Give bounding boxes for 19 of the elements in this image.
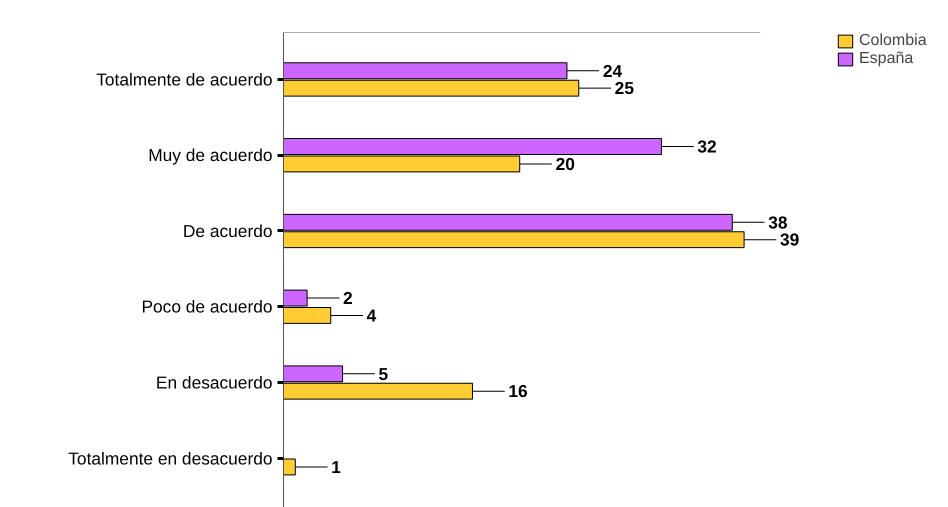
y-tick-label: De acuerdo bbox=[182, 220, 273, 241]
y-tick-label: Totalmente en desacuerdo bbox=[68, 448, 273, 468]
data-label: 32 bbox=[697, 136, 717, 157]
data-label: 39 bbox=[780, 230, 800, 250]
data-label: 38 bbox=[768, 212, 788, 232]
data-label: 24 bbox=[602, 60, 623, 81]
data-label: 1 bbox=[331, 456, 342, 477]
y-tick-label: Muy de acuerdo bbox=[148, 145, 273, 166]
data-label: 5 bbox=[378, 364, 388, 384]
legend-label: Colombia bbox=[859, 32, 927, 50]
y-tick-label: Poco de acuerdo bbox=[141, 296, 273, 317]
data-label: 4 bbox=[366, 305, 377, 326]
data-label: 16 bbox=[508, 381, 528, 402]
data-label: 25 bbox=[614, 78, 634, 98]
y-tick-label: Totalmente de acuerdo bbox=[96, 69, 273, 90]
data-label: 2 bbox=[343, 288, 353, 308]
y-tick-label: En desacuerdo bbox=[156, 372, 273, 392]
legend-label: España bbox=[859, 50, 914, 68]
data-label: 20 bbox=[556, 154, 575, 174]
